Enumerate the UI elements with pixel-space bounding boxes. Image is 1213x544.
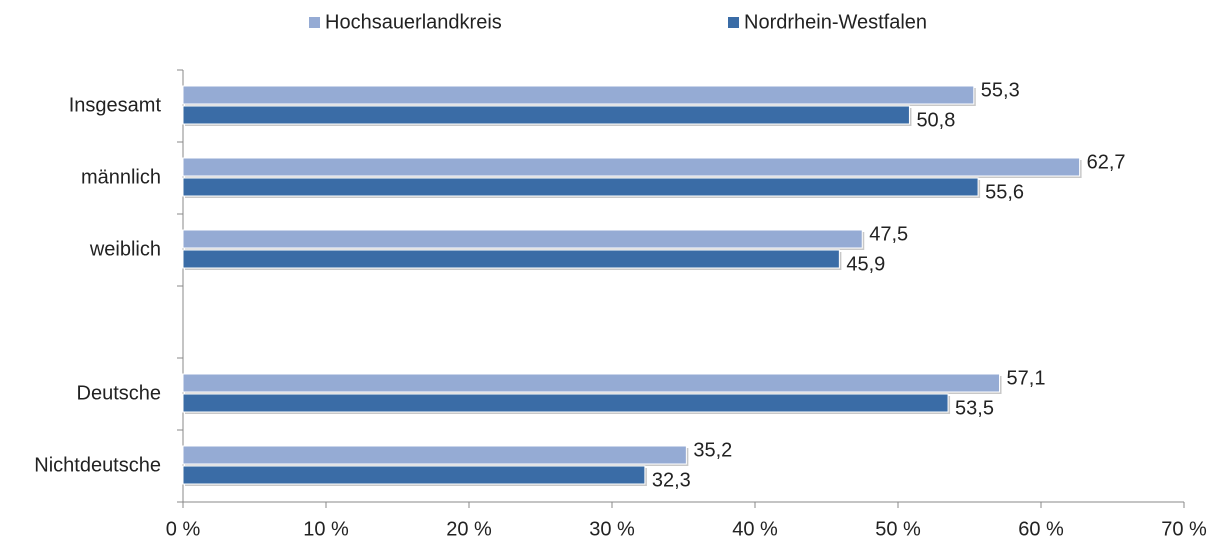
x-tick-label: 20 % xyxy=(446,518,492,540)
x-tick-label: 30 % xyxy=(589,518,635,540)
y-tick-label: weiblich xyxy=(89,238,161,260)
legend-label: Nordrhein-Westfalen xyxy=(744,11,927,33)
y-tick-label: Nichtdeutsche xyxy=(34,454,161,476)
x-tick-label: 50 % xyxy=(875,518,921,540)
y-tick-label: Deutsche xyxy=(77,382,162,404)
bar xyxy=(182,157,1081,177)
data-label: 55,6 xyxy=(985,181,1024,203)
x-tick-label: 70 % xyxy=(1161,518,1207,540)
y-tick-label: Insgesamt xyxy=(69,94,162,116)
data-label: 32,3 xyxy=(652,469,691,491)
bar xyxy=(182,445,687,465)
x-tick-label: 10 % xyxy=(303,518,349,540)
bar xyxy=(182,249,840,269)
data-label: 47,5 xyxy=(869,223,908,245)
y-tick-label: männlich xyxy=(81,166,161,188)
x-tick-label: 40 % xyxy=(732,518,778,540)
data-label: 55,3 xyxy=(981,79,1020,101)
data-label: 45,9 xyxy=(846,253,885,275)
x-tick-label: 60 % xyxy=(1018,518,1064,540)
legend-swatch xyxy=(728,17,739,28)
legend-swatch xyxy=(309,17,320,28)
legend-label: Hochsauerlandkreis xyxy=(325,11,502,33)
data-label: 50,8 xyxy=(916,109,955,131)
x-tick-label: 0 % xyxy=(166,518,201,540)
data-label: 62,7 xyxy=(1087,151,1126,173)
bar xyxy=(182,177,979,197)
data-label: 57,1 xyxy=(1007,367,1046,389)
bar xyxy=(182,85,975,105)
data-label: 35,2 xyxy=(693,439,732,461)
data-label: 53,5 xyxy=(955,397,994,419)
bar xyxy=(182,105,910,125)
bar xyxy=(182,229,863,249)
bar xyxy=(182,393,949,413)
bar xyxy=(182,373,1001,393)
bar xyxy=(182,465,646,485)
